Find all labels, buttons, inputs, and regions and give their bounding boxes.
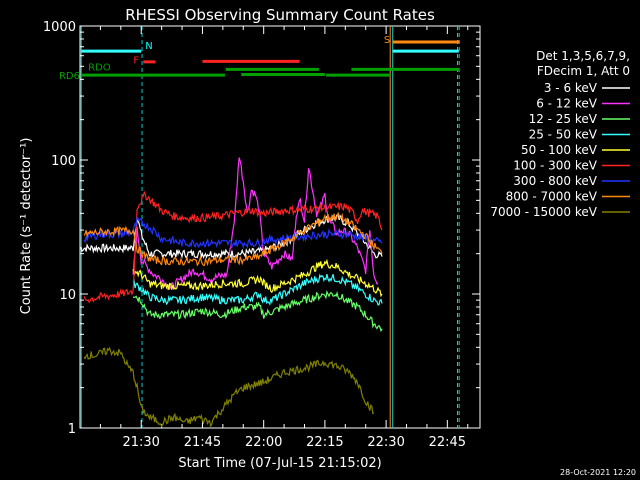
legend-label: 7000 - 15000 keV: [490, 205, 597, 219]
series-line-4: [132, 258, 383, 298]
legend-label: 3 - 6 keV: [544, 81, 598, 95]
series-line-0: [79, 214, 383, 260]
y-tick-label: 100: [51, 154, 76, 169]
series-line-5: [83, 190, 383, 304]
legend-label: 300 - 800 keV: [513, 174, 597, 188]
series-line-2: [132, 290, 383, 333]
generation-timestamp: 28-Oct-2021 12:20: [560, 468, 636, 477]
legend-label: 800 - 7000 keV: [506, 190, 598, 204]
legend-header-line-2: FDecim 1, Att 0: [537, 64, 630, 78]
plot-area: 21:30 21:45 22:00 22:15 22:30 22:45 1 10 100 1000…: [43, 20, 481, 450]
x-tick-label: 21:30: [122, 435, 159, 450]
legend-label: 25 - 50 keV: [529, 128, 598, 142]
legend-label: 6 - 12 keV: [536, 97, 598, 111]
plot-frame: [79, 25, 481, 429]
series-line-8: [83, 346, 375, 428]
x-tick-label: 22:45: [429, 435, 466, 450]
state-annotation-f: F: [133, 56, 139, 67]
y-tick-label: 10: [59, 288, 76, 303]
chart-title: RHESSI Observing Summary Count Rates: [125, 6, 435, 24]
series-line-3: [132, 273, 383, 306]
series-line-6: [83, 216, 383, 250]
y-tick-label: 1: [68, 422, 76, 437]
x-tick-label: 21:45: [184, 435, 221, 450]
legend-label: 12 - 25 keV: [529, 112, 598, 126]
state-annotation-n: N: [145, 41, 152, 52]
x-tick-label: 22:30: [367, 435, 404, 450]
x-tick-label: 22:15: [306, 435, 343, 450]
x-tick-label: 22:00: [245, 435, 282, 450]
y-tick-label: 1000: [43, 20, 76, 35]
y-axis-label: Count Rate (s⁻¹ detector⁻¹): [19, 138, 34, 315]
state-annotation-rdo: RDO: [88, 62, 111, 73]
series-line-7: [83, 211, 383, 267]
x-axis-label: Start Time (07-Jul-15 21:15:02): [178, 456, 381, 471]
legend-header-line-1: Det 1,3,5,6,7,9,: [536, 49, 630, 63]
state-annotation-s: S: [384, 35, 390, 46]
legend-label: 100 - 300 keV: [513, 159, 597, 173]
state-annotation-rd6: RD6: [59, 71, 80, 82]
legend-label: 50 - 100 keV: [521, 143, 598, 157]
